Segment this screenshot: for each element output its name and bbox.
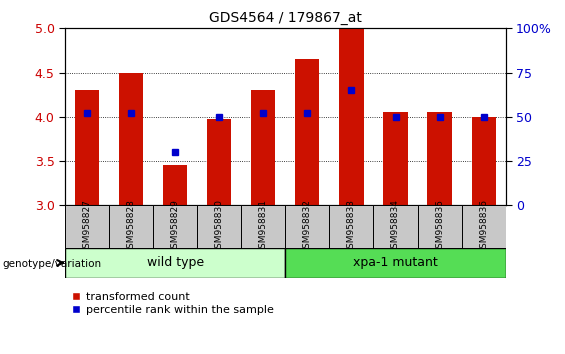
Bar (65, 248, 285, 278)
Bar (109, 205, 153, 248)
Bar (373, 205, 418, 248)
Bar (285, 248, 506, 278)
Bar (119, 73, 143, 205)
Title: GDS4564 / 179867_at: GDS4564 / 179867_at (209, 11, 362, 24)
Text: GSM958831: GSM958831 (259, 199, 268, 254)
Text: GSM958836: GSM958836 (479, 199, 488, 254)
Text: xpa-1 mutant: xpa-1 mutant (353, 256, 438, 269)
Bar (153, 205, 197, 248)
Text: GSM958832: GSM958832 (303, 199, 312, 254)
Text: wild type: wild type (146, 256, 204, 269)
Text: GSM958828: GSM958828 (127, 199, 136, 254)
Bar (197, 205, 241, 248)
Text: GSM958835: GSM958835 (435, 199, 444, 254)
Bar (75, 90, 99, 205)
Bar (65, 205, 109, 248)
Text: GSM958830: GSM958830 (215, 199, 224, 254)
Bar (285, 205, 329, 248)
Text: GSM958829: GSM958829 (171, 199, 180, 254)
Bar (241, 205, 285, 248)
Bar (428, 113, 451, 205)
Text: genotype/variation: genotype/variation (3, 259, 102, 269)
Bar (472, 117, 496, 205)
Text: GSM958833: GSM958833 (347, 199, 356, 254)
Bar (329, 205, 373, 248)
Bar (163, 166, 187, 205)
Bar (418, 205, 462, 248)
Text: GSM958827: GSM958827 (82, 199, 92, 254)
Text: GSM958834: GSM958834 (391, 199, 400, 254)
Bar (340, 28, 363, 205)
Bar (384, 113, 407, 205)
Legend: transformed count, percentile rank within the sample: transformed count, percentile rank withi… (71, 292, 274, 314)
Bar (251, 90, 275, 205)
Bar (295, 59, 319, 205)
Bar (462, 205, 506, 248)
Bar (207, 120, 231, 205)
